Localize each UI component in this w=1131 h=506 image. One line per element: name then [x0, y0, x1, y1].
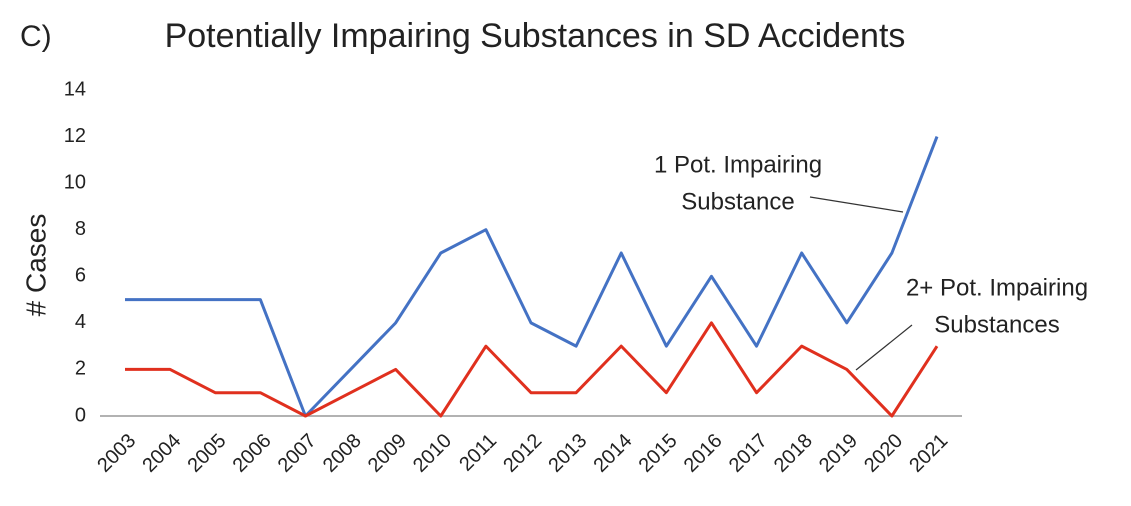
x-tick-label: 2007: [274, 430, 321, 477]
x-tick-label: 2019: [815, 430, 862, 477]
x-tick-label: 2018: [770, 430, 817, 477]
x-tick-label: 2012: [499, 430, 546, 477]
x-tick-label: 2011: [455, 430, 501, 476]
series-line: [125, 136, 939, 418]
y-tick-label: 4: [75, 311, 86, 333]
x-tick-label: 2004: [138, 430, 185, 477]
x-tick-label: 2021: [905, 430, 952, 477]
panel-label: C): [20, 20, 52, 53]
y-tick-label: 2: [75, 358, 86, 380]
series-line: [125, 321, 939, 418]
x-tick-label: 2008: [319, 430, 366, 477]
leader-line: [855, 324, 913, 371]
y-tick-label: 0: [75, 404, 86, 426]
annotation: Substances: [934, 311, 1059, 338]
x-tick-label: 2016: [680, 430, 727, 477]
x-tick-label: 2015: [635, 430, 682, 477]
x-tick-label: 2014: [589, 430, 636, 477]
y-tick-label: 6: [75, 265, 86, 287]
y-axis-label: # Cases: [20, 214, 51, 317]
x-tick-label: 2010: [409, 430, 456, 477]
x-tick-label: 2003: [93, 430, 140, 477]
leader-line: [809, 196, 904, 213]
x-tick-label: 2020: [860, 430, 907, 477]
x-tick-label: 2017: [725, 430, 772, 477]
x-tick-label: 2006: [229, 430, 276, 477]
y-tick-label: 10: [64, 171, 86, 193]
x-tick-label: 2009: [364, 430, 411, 477]
y-tick-label: 8: [75, 218, 86, 240]
y-tick-label: 12: [64, 125, 86, 147]
annotation: Substance: [681, 188, 794, 215]
annotation: 1 Pot. Impairing: [654, 151, 822, 178]
chart-title: Potentially Impairing Substances in SD A…: [165, 17, 906, 55]
y-tick-label: 14: [64, 78, 86, 100]
x-tick-label: 2013: [544, 430, 591, 477]
annotation: 2+ Pot. Impairing: [906, 274, 1088, 301]
x-tick-label: 2005: [183, 430, 230, 477]
